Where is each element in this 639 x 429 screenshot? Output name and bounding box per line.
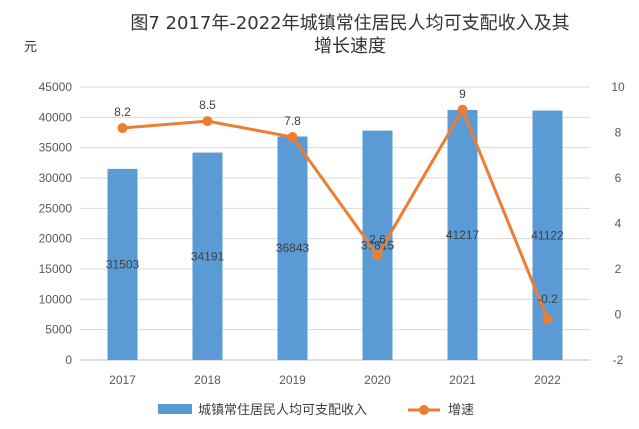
growth-point [372, 250, 383, 261]
y-left-tick-label: 45000 [39, 80, 73, 94]
bar-value-label: 41122 [531, 228, 564, 242]
bar-value-label: 31503 [106, 257, 140, 271]
bar-value-label: 34191 [191, 249, 225, 263]
y-left-tick-label: 20000 [39, 232, 73, 246]
growth-value-label: 9 [459, 87, 466, 101]
y-right-tick-label: 0 [615, 308, 622, 322]
x-tick-label: 2019 [279, 373, 306, 387]
x-tick-label: 2018 [194, 373, 221, 387]
growth-point [202, 116, 213, 127]
growth-value-label: -0.2 [537, 292, 558, 306]
growth-point [117, 122, 128, 133]
bar [362, 130, 393, 360]
y-right-tick-label: 4 [615, 217, 622, 231]
y-right-tick-label: 8 [615, 126, 622, 140]
y-left-tick-label: 5000 [45, 323, 72, 337]
y-left-tick-label: 10000 [39, 292, 73, 306]
legend-marker-growth [419, 405, 429, 415]
growth-point [457, 104, 468, 115]
y-left-tick-label: 0 [65, 353, 72, 367]
y-left-tick-label: 25000 [39, 201, 73, 215]
legend-label-growth: 增速 [448, 402, 474, 417]
x-tick-label: 2021 [449, 373, 476, 387]
y-axis-unit: 元 [24, 40, 38, 55]
y-left-tick-label: 40000 [39, 110, 73, 124]
y-left-tick-label: 35000 [39, 141, 73, 155]
y-right-tick-label: 10 [611, 80, 625, 94]
bar [277, 136, 308, 360]
bar [107, 168, 138, 360]
y-left-tick-label: 15000 [39, 262, 73, 276]
growth-line [122, 108, 549, 320]
bar-value-label: 41217 [446, 228, 480, 242]
bar-value-label: 36843 [276, 241, 310, 255]
x-tick-label: 2022 [534, 373, 561, 387]
growth-value-label: 7.8 [284, 114, 301, 128]
y-right-tick-label: 2 [615, 262, 622, 276]
growth-point [287, 132, 298, 143]
chart-title: 图7 2017年-2022年城镇常住居民人均可支配收入及其增长速度 [130, 13, 570, 57]
y-right-tick-label: 6 [615, 171, 622, 185]
growth-value-label: 8.5 [199, 98, 216, 112]
legend-swatch-income [158, 404, 192, 414]
bar [447, 109, 478, 361]
x-tick-label: 2017 [109, 373, 136, 387]
bar [192, 152, 223, 360]
x-tick-label: 2020 [364, 373, 391, 387]
legend-label-income: 城镇常住居民人均可支配收入 [198, 402, 367, 417]
growth-value-label: 2.6 [369, 232, 386, 246]
y-right-tick-label: -2 [613, 353, 624, 367]
growth-value-label: 8.2 [114, 105, 131, 119]
growth-point [542, 314, 553, 325]
y-left-tick-label: 30000 [39, 171, 73, 185]
